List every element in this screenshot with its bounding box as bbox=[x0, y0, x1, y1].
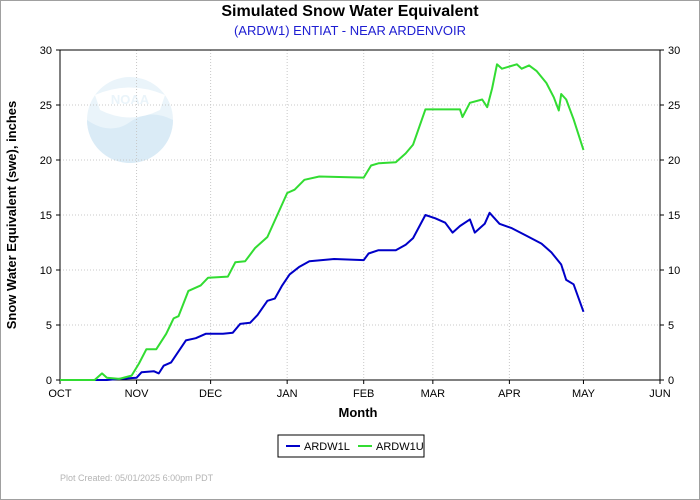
y-tick-label: 25 bbox=[40, 100, 52, 112]
y-tick-label: 0 bbox=[46, 375, 52, 387]
series-line-ardw1u bbox=[60, 63, 585, 381]
x-axis-label: Month bbox=[339, 405, 378, 420]
y-tick-label: 30 bbox=[40, 45, 52, 57]
y-tick-label: 5 bbox=[46, 320, 52, 332]
x-tick-label: OCT bbox=[48, 388, 72, 400]
series-line-ardw1l bbox=[60, 211, 585, 381]
x-tick-label: JAN bbox=[277, 388, 298, 400]
x-tick-label: MAR bbox=[421, 388, 446, 400]
y-tick-label: 20 bbox=[40, 155, 52, 167]
x-tick-label: APR bbox=[498, 388, 521, 400]
x-axis: OCT NOV DEC JAN FEB MAR APR MAY JUN bbox=[48, 380, 671, 400]
x-tick-label: MAY bbox=[572, 388, 596, 400]
svg-text:NOAA: NOAA bbox=[111, 92, 150, 107]
series-lines bbox=[60, 63, 585, 381]
x-tick-label: DEC bbox=[199, 388, 222, 400]
x-tick-label: JUN bbox=[649, 388, 670, 400]
y-tick-label: 10 bbox=[40, 265, 52, 277]
y-tick-label-right: 10 bbox=[668, 265, 680, 277]
y-tick-label: 15 bbox=[40, 210, 52, 222]
y-tick-label-right: 20 bbox=[668, 155, 680, 167]
y-tick-label-right: 30 bbox=[668, 45, 680, 57]
y-tick-label-right: 0 bbox=[668, 375, 674, 387]
noaa-logo-watermark: NOAA bbox=[87, 77, 173, 163]
legend-box bbox=[277, 434, 425, 458]
legend-label-ardw1u: ARDW1U bbox=[376, 441, 424, 453]
x-tick-label: NOV bbox=[125, 388, 150, 400]
x-tick-label: FEB bbox=[353, 388, 374, 400]
grid-lines bbox=[60, 50, 660, 380]
plot-created-footer: Plot Created: 05/01/2025 6:00pm PDT bbox=[60, 473, 214, 483]
y-axis-left: 0 5 10 15 20 25 30 bbox=[40, 45, 60, 387]
chart-subtitle: (ARDW1) ENTIAT - NEAR ARDENVOIR bbox=[234, 23, 466, 38]
chart-title: Simulated Snow Water Equivalent bbox=[221, 3, 479, 20]
y-axis-label: Snow Water Equivalent (swe), inches bbox=[4, 101, 19, 330]
legend: ARDW1L ARDW1U bbox=[277, 434, 425, 458]
y-tick-label-right: 25 bbox=[668, 100, 680, 112]
y-axis-right: 0 5 10 15 20 25 30 bbox=[660, 45, 680, 387]
legend-label-ardw1l: ARDW1L bbox=[304, 441, 350, 453]
y-tick-label-right: 15 bbox=[668, 210, 680, 222]
y-tick-label-right: 5 bbox=[668, 320, 674, 332]
